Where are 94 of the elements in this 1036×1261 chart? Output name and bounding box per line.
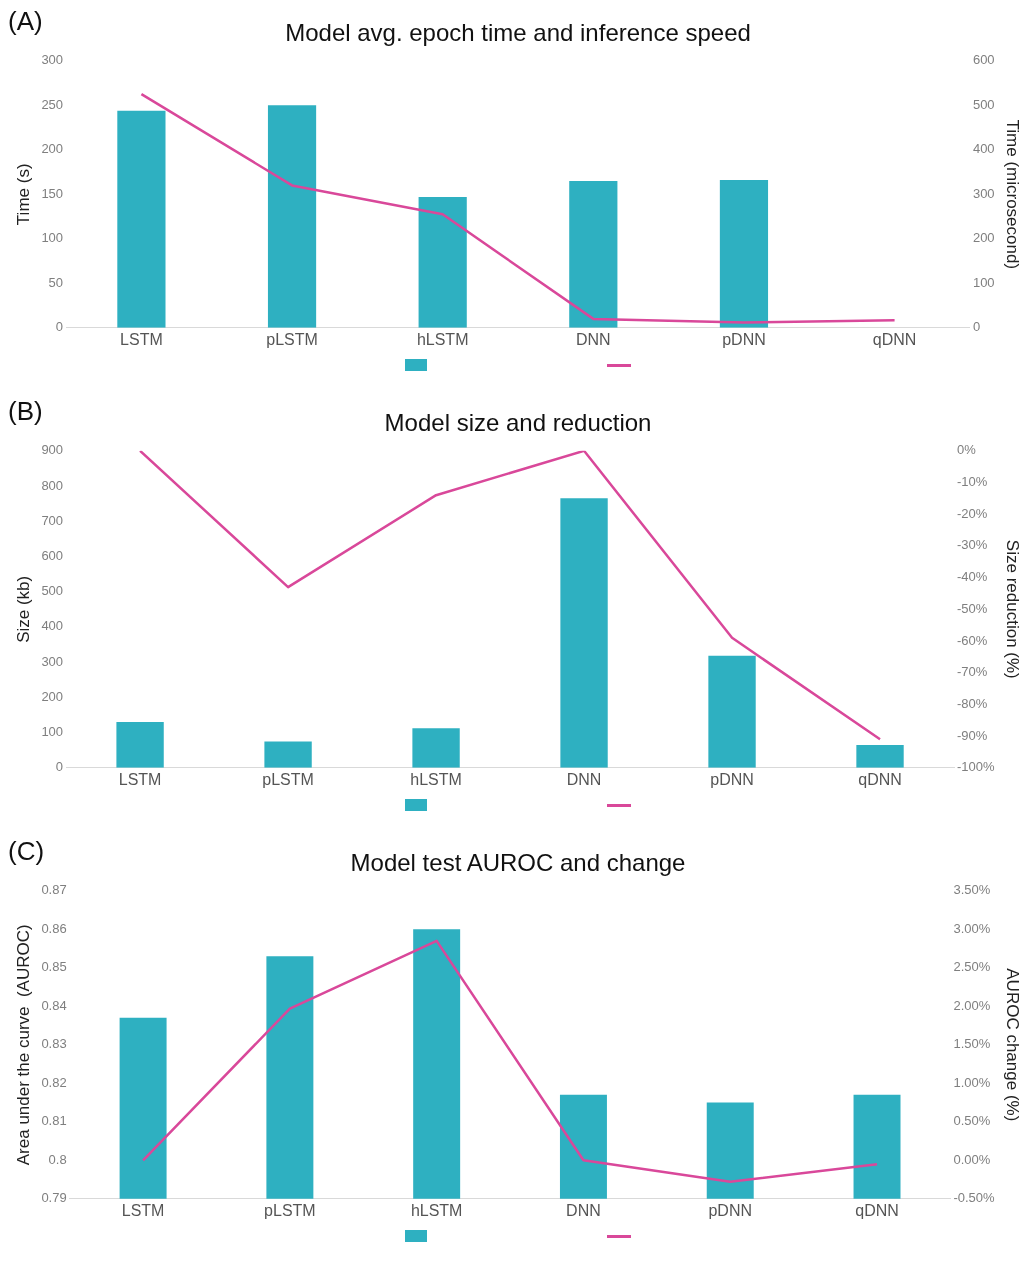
y-tick-label: 0.79 <box>41 1190 67 1206</box>
x-tick-label: hLSTM <box>410 1201 463 1219</box>
chart-title: Model test AUROC and change <box>350 849 686 877</box>
y2-tick-label: 500 <box>972 96 995 112</box>
x-tick-label: pLSTM <box>264 1201 316 1219</box>
y-tick-label: 0 <box>55 319 64 335</box>
bar <box>569 180 618 328</box>
y-tick-label: 900 <box>41 442 64 458</box>
x-tick-label: pDNN <box>708 1201 753 1219</box>
y-tick-label: 0.84 <box>41 997 67 1013</box>
y-tick-label: 0.83 <box>41 1036 67 1052</box>
y2-tick-label: 3.00% <box>953 920 991 936</box>
y2-axis-title: Size reduction (%) <box>1003 539 1023 679</box>
y2-tick-label: 3.50% <box>953 882 991 898</box>
y2-tick-label: -80% <box>957 695 988 711</box>
y-tick-label: 400 <box>41 618 64 634</box>
y2-tick-label: 1.00% <box>953 1074 991 1090</box>
y-tick-label: 0.8 <box>48 1151 67 1167</box>
y2-tick-label: 0 <box>972 319 981 335</box>
y-axis-title: Time (s) <box>13 163 33 226</box>
y2-tick-label: 400 <box>972 141 995 157</box>
y-tick-label: 0.86 <box>41 920 67 936</box>
bar <box>264 741 312 768</box>
bar <box>412 728 460 768</box>
x-tick-label: DNN <box>566 770 602 788</box>
bar <box>856 744 904 768</box>
y-tick-label: 50 <box>48 274 64 290</box>
y2-axis-title: AUROC change (%) <box>1003 968 1023 1122</box>
x-tick-label: DNN <box>575 330 611 348</box>
y2-tick-label: -60% <box>957 632 988 648</box>
y2-tick-label: 0.00% <box>953 1151 991 1167</box>
y2-tick-label: 2.00% <box>953 997 991 1013</box>
y2-tick-label: -0.50% <box>953 1190 996 1206</box>
y-tick-label: 150 <box>41 185 64 201</box>
x-tick-label: hLSTM <box>416 330 469 348</box>
y2-axis-title: Time (microsecond) <box>1003 119 1023 270</box>
bar <box>719 180 769 328</box>
text: (B) <box>8 396 43 427</box>
y2-tick-label: -30% <box>957 537 988 553</box>
x-tick-label: pDNN <box>710 770 754 788</box>
y-tick-label: 300 <box>41 653 64 669</box>
y-tick-label: 0.82 <box>41 1074 67 1090</box>
bar <box>116 722 164 768</box>
y2-tick-label: 300 <box>972 185 995 201</box>
chart-title: Model size and reduction <box>384 409 652 437</box>
y2-tick-label: 100 <box>972 274 995 290</box>
y-tick-label: 500 <box>41 583 64 599</box>
x-tick-label: pLSTM <box>266 330 318 348</box>
y2-tick-label: -50% <box>957 600 988 616</box>
text: (C) <box>8 836 45 867</box>
y-axis-title: Area under the curve (AUROC) <box>13 924 33 1166</box>
y-tick-label: 800 <box>41 477 64 493</box>
y-tick-label: 0.81 <box>41 1113 67 1129</box>
x-tick-label: LSTM <box>120 330 163 348</box>
y-tick-label: 0.85 <box>41 959 67 975</box>
y-tick-label: 300 <box>41 52 64 68</box>
y-tick-label: 100 <box>41 230 64 246</box>
y-tick-label: 100 <box>41 724 64 740</box>
y-axis-title: Size (kb) <box>13 575 33 643</box>
x-tick-label: hLSTM <box>410 770 462 788</box>
chart-title: Model avg. epoch time and inference speed <box>285 19 751 47</box>
y-tick-label: 250 <box>41 96 64 112</box>
x-tick-label: qDNN <box>855 1201 899 1219</box>
y2-tick-label: 200 <box>972 230 995 246</box>
y2-tick-label: -100% <box>957 759 996 775</box>
bar <box>708 655 756 768</box>
y-tick-label: 600 <box>41 548 64 564</box>
bar <box>117 110 166 328</box>
text: (A) <box>8 6 43 37</box>
y2-tick-label: 0% <box>957 442 977 458</box>
y2-tick-label: 600 <box>972 52 995 68</box>
bar <box>418 196 467 328</box>
bar <box>267 105 317 328</box>
x-tick-label: DNN <box>566 1201 601 1219</box>
x-tick-label: LSTM <box>121 1201 165 1219</box>
x-tick-label: qDNN <box>858 770 902 788</box>
x-tick-label: LSTM <box>118 770 162 788</box>
y2-tick-label: 2.50% <box>953 959 991 975</box>
y-tick-label: 200 <box>41 688 64 704</box>
y2-tick-label: 0.50% <box>953 1113 991 1129</box>
y2-tick-label: -10% <box>957 474 988 490</box>
y-tick-label: 0 <box>55 759 64 775</box>
y2-tick-label: -70% <box>957 664 988 680</box>
x-tick-label: pDNN <box>722 330 766 348</box>
x-tick-label: qDNN <box>872 330 917 348</box>
bar <box>560 498 608 768</box>
y-tick-label: 200 <box>41 141 64 157</box>
y2-tick-label: 1.50% <box>953 1036 991 1052</box>
y2-tick-label: -90% <box>957 727 988 743</box>
y-tick-label: 700 <box>41 512 64 528</box>
y2-tick-label: -20% <box>957 505 988 521</box>
y-tick-label: 0.87 <box>41 882 67 898</box>
y2-tick-label: -40% <box>957 569 988 585</box>
x-tick-label: pLSTM <box>262 770 314 788</box>
